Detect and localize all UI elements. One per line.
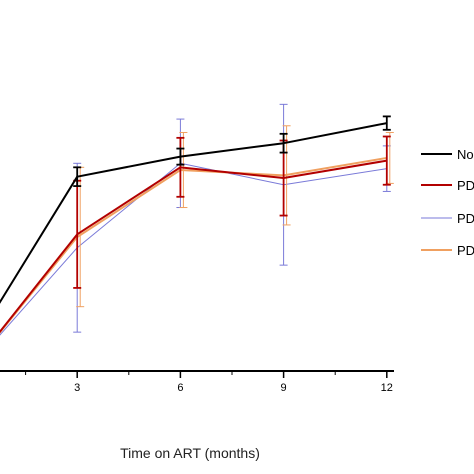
series-line xyxy=(0,162,387,336)
series-line xyxy=(0,122,387,304)
legend-label: PD xyxy=(457,243,474,258)
x-axis: 3 6 9 12 xyxy=(0,370,394,394)
legend: No PD PD PD xyxy=(421,147,474,258)
x-axis-title: Time on ART (months) xyxy=(120,445,260,461)
plot-area xyxy=(0,103,394,336)
series-line xyxy=(0,159,387,334)
x-tick-label: 3 xyxy=(74,382,80,394)
x-tick-label: 12 xyxy=(381,382,393,394)
legend-label: PD xyxy=(457,178,474,193)
series-line xyxy=(0,156,387,334)
x-tick-label: 6 xyxy=(177,382,183,394)
legend-label: PD xyxy=(457,211,474,226)
x-tick-label: 9 xyxy=(281,382,287,394)
legend-label: No xyxy=(457,147,474,162)
